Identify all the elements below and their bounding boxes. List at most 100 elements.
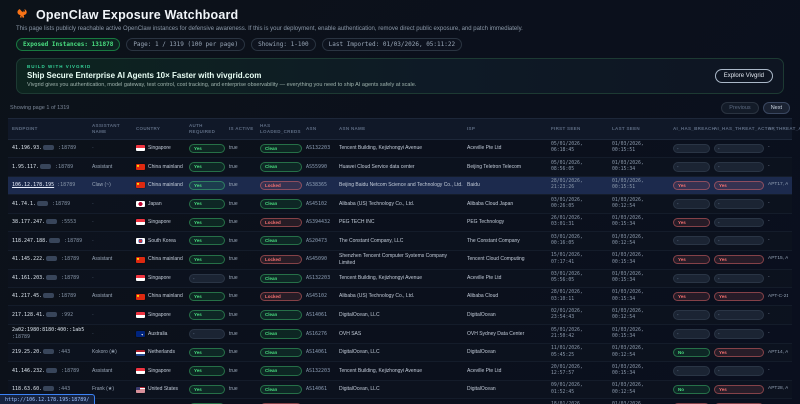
banner-title: Ship Secure Enterprise AI Agents 10× Fas… <box>27 71 262 80</box>
endpoint-link[interactable]: 41.145.222. :18789 <box>12 256 88 263</box>
loaded-creds-badge: Clean <box>260 329 302 339</box>
endpoint-ip: 118.247.188. <box>12 237 49 244</box>
endpoint-port: :18789 <box>54 182 76 189</box>
page-title: OpenClaw Exposure Watchboard <box>36 8 239 22</box>
is-active-value: true <box>229 349 238 356</box>
ai-has-breach-badge: - <box>673 366 710 376</box>
endpoint-ip: 41.145.222. <box>12 256 46 263</box>
loaded-creds-badge: Clean <box>260 366 302 376</box>
country-flag-icon <box>136 293 145 300</box>
column-header-country: Country <box>136 125 161 131</box>
column-header-has-loaded-creds: Has Loaded_Creds <box>260 123 301 134</box>
endpoint-link[interactable]: 41.74.1. :18789 <box>12 200 88 208</box>
first-seen: 03/01/2026, 00:16:05 <box>551 234 583 246</box>
endpoint-link[interactable]: 217.128.41. :992 <box>12 311 88 319</box>
previous-page-button[interactable]: Previous <box>721 102 759 114</box>
next-page-button[interactable]: Next <box>762 102 790 114</box>
ai-has-breach-badge: - <box>673 199 710 209</box>
last-seen: 01/03/2026, 00:15:34 <box>612 272 644 284</box>
assistant-name: - <box>92 200 94 207</box>
asn-name: OVH SAS <box>339 330 362 337</box>
explore-vivgrid-button[interactable]: Explore Vivgrid <box>714 69 773 83</box>
auth-required-badge: Yes <box>189 310 225 320</box>
endpoint-link[interactable]: 41.217.45. :18789 <box>12 293 88 300</box>
exposed-instances-badge: Exposed Instances: 131878 <box>16 38 121 51</box>
country-flag-icon <box>136 219 145 226</box>
endpoint-link[interactable]: 118.247.188. :18789 <box>12 237 88 245</box>
endpoint-ip: 41.217.45. <box>12 293 43 300</box>
assistant-name: - <box>92 237 94 244</box>
redacted-octet <box>46 274 58 280</box>
is-active-value: true <box>229 293 238 300</box>
asn-name: Beijing Baidu Netcom Science and Technol… <box>339 182 463 189</box>
last-seen: 01/03/2026, 00:15:34 <box>612 327 644 339</box>
endpoint-port: :18789 <box>49 200 71 207</box>
table-row: 118.247.188. :18789- South Korea Yes true Cl… <box>8 232 792 251</box>
last-seen: 01/03/2026, 00:15:34 <box>612 402 669 404</box>
asn-value: AS14061 <box>306 311 328 318</box>
assistant-name: Kokoro (❀) <box>92 349 117 356</box>
country-cell: United States <box>136 386 185 393</box>
isp-name: PEG Technology <box>467 219 505 226</box>
last-seen: 01/03/2026, 00:12:54 <box>612 308 644 321</box>
asn-name: DigitalOcean, LLC <box>339 311 380 318</box>
sponsor-banner[interactable]: BUILD WITH VIVGRID Ship Secure Enterpris… <box>16 58 784 94</box>
redacted-octet <box>40 163 52 169</box>
country-flag-icon <box>136 182 145 189</box>
assistant-name: Frank (★) <box>92 386 114 393</box>
endpoint-link[interactable]: 118.63.60. :443 <box>12 386 88 393</box>
endpoint-link[interactable]: 41.146.232. :18789 <box>12 367 88 375</box>
ai-has-threat-actor-badge: Yes <box>714 384 764 395</box>
auth-required-badge: Yes <box>189 366 225 376</box>
redacted-octet <box>43 386 55 392</box>
endpoint-link[interactable]: 38.177.247. :5553 <box>12 219 88 226</box>
endpoint-ip: 41.74.1. <box>12 200 37 207</box>
table-row: 2a02:1980:8180:400::1ab5 :18789- Australi… <box>8 325 792 344</box>
ai-has-breach-badge: - <box>673 273 710 283</box>
country-cell: Singapore <box>136 275 185 282</box>
banner-description: Vivgrid gives you authentication, model … <box>27 82 417 88</box>
redacted-octet <box>43 145 55 151</box>
isp-name: Tencent Cloud Computing <box>467 256 525 263</box>
asn-value: AS16276 <box>306 330 328 337</box>
first-seen: 26/01/2026, 03:01:31 <box>551 216 583 228</box>
asn-value: AS132203 <box>306 367 331 374</box>
ai-has-breach-badge: Yes <box>673 180 710 191</box>
last-seen: 01/03/2026, 00:15:51 <box>612 142 644 154</box>
isp-name: Alibaba Cloud Japan <box>467 200 514 207</box>
endpoint-link[interactable]: 1.95.117. :18789 <box>12 163 88 171</box>
country-cell: Singapore <box>136 368 185 375</box>
table-row: 115.64.146. :18789-China mainlandYestrue… <box>8 399 792 404</box>
endpoint-ip: 106.12.178.195 <box>12 182 55 189</box>
auth-required-badge: - <box>189 273 225 283</box>
isp-name: OVH Sydney Data Center <box>467 330 525 337</box>
column-header-is-active: Is Active <box>229 125 254 131</box>
ai-has-threat-actor-badge: Yes <box>714 180 764 191</box>
country-name: Singapore <box>148 367 171 374</box>
country-cell: Singapore <box>136 219 185 226</box>
endpoint-ip: 38.177.247. <box>12 219 46 226</box>
first-seen: 05/01/2026, 08:56:05 <box>551 160 583 172</box>
asn-name: PEG TECH INC <box>339 219 375 226</box>
loaded-creds-badge: Clean <box>260 310 302 320</box>
assistant-name: Assistant <box>92 163 113 170</box>
ai-has-breach-badge: Yes <box>673 217 710 227</box>
is-active-value: true <box>229 311 238 318</box>
endpoint-port: :5553 <box>58 219 77 226</box>
endpoint-port: :992 <box>58 311 74 318</box>
endpoint-link[interactable]: 219.25.20. :443 <box>12 349 88 356</box>
last-seen: 01/03/2026, 00:12:54 <box>612 234 644 246</box>
endpoint-link[interactable]: 41.196.93. :18789 <box>12 145 88 152</box>
asn-name: Alibaba (US) Technology Co., Ltd. <box>339 200 415 207</box>
first-seen: 28/01/2026, 21:23:26 <box>551 179 583 191</box>
last-seen: 01/03/2026, 00:12:54 <box>612 197 644 209</box>
country-name: China mainland <box>148 163 183 170</box>
endpoint-link[interactable]: 106.12.178.195 :18789 <box>12 182 88 189</box>
endpoint-link[interactable]: 2a02:1980:8180:400::1ab5 :18789 <box>12 327 88 340</box>
column-header-ai-has-breach: AI_Has_Breach <box>673 125 716 131</box>
endpoint-link[interactable]: 41.161.203. :18789 <box>12 274 88 282</box>
threat-actors: APT14, APT23, APT38, APT39, APT41, APT34 <box>768 349 788 355</box>
country-cell: China mainland <box>136 256 185 263</box>
asn-value: AS45090 <box>306 256 328 263</box>
ai-has-threat-actor-badge: - <box>714 236 764 246</box>
